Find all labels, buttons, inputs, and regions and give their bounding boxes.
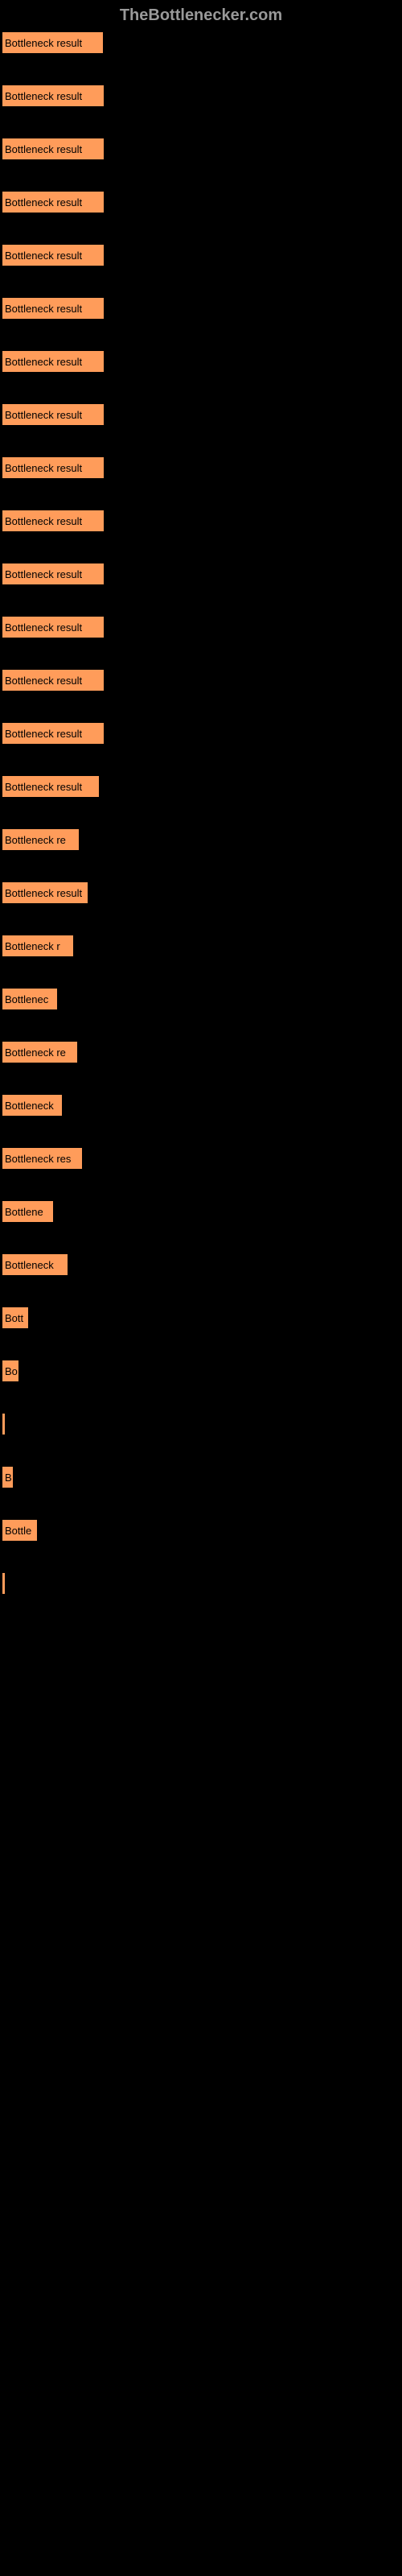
chart-bar: Bott — [2, 1307, 29, 1329]
bar-row: Bo — [2, 1360, 400, 1382]
bar-label: Bottleneck result — [5, 250, 82, 262]
chart-bar: Bottleneck result — [2, 85, 105, 107]
bar-label: Bottleneck result — [5, 728, 82, 740]
bar-label: Bottle — [5, 1525, 31, 1537]
bar-row — [2, 1413, 400, 1435]
chart-bar: Bottleneck result — [2, 244, 105, 266]
bar-label: Bottlenec — [5, 993, 48, 1005]
chart-bar: B — [2, 1466, 14, 1488]
chart-bar: Bottleneck — [2, 1253, 68, 1276]
bar-row: Bottleneck result — [2, 138, 400, 160]
bar-row: Bottleneck result — [2, 722, 400, 745]
bar-label: B — [5, 1472, 12, 1484]
chart-bar: Bottleneck re — [2, 1041, 78, 1063]
bar-label: Bottleneck result — [5, 621, 82, 634]
bar-label: Bott — [5, 1312, 23, 1324]
bar-label: Bottleneck result — [5, 781, 82, 793]
bar-row: Bottlenec — [2, 988, 400, 1010]
chart-bar: Bottleneck result — [2, 775, 100, 798]
bar-row: Bottleneck — [2, 1253, 400, 1276]
bar-row: Bottle — [2, 1519, 400, 1542]
bar-label: Bottleneck result — [5, 303, 82, 315]
bar-row: Bottleneck result — [2, 350, 400, 373]
bar-label: Bo — [5, 1365, 18, 1377]
chart-bar: Bottleneck result — [2, 510, 105, 532]
bar-label: Bottleneck result — [5, 887, 82, 899]
bar-row: Bottleneck — [2, 1094, 400, 1117]
chart-bar: Bottleneck res — [2, 1147, 83, 1170]
chart-bar: Bottlene — [2, 1200, 54, 1223]
bar-label: Bottleneck result — [5, 356, 82, 368]
bar-row — [2, 1572, 400, 1595]
bar-row: Bottlene — [2, 1200, 400, 1223]
bar-label: Bottleneck result — [5, 143, 82, 155]
chart-bar: Bottleneck result — [2, 191, 105, 213]
chart-bar: Bo — [2, 1360, 19, 1382]
bar-row: Bottleneck result — [2, 297, 400, 320]
bar-label: Bottleneck result — [5, 462, 82, 474]
chart-bar: Bottleneck result — [2, 563, 105, 585]
bar-label: Bottleneck result — [5, 568, 82, 580]
bar-row: Bottleneck result — [2, 616, 400, 638]
bar-label: Bottleneck re — [5, 1046, 66, 1059]
bar-label: Bottleneck — [5, 1259, 54, 1271]
bar-row: Bottleneck result — [2, 244, 400, 266]
bar-row: Bott — [2, 1307, 400, 1329]
chart-bar — [2, 1413, 6, 1435]
bar-label: Bottleneck — [5, 1100, 54, 1112]
chart-bar: Bottleneck result — [2, 31, 104, 54]
chart-bar — [2, 1572, 6, 1595]
bar-row: Bottleneck result — [2, 669, 400, 691]
chart-bar: Bottleneck result — [2, 722, 105, 745]
bar-label: Bottleneck re — [5, 834, 66, 846]
chart-bar: Bottlenec — [2, 988, 58, 1010]
bar-row: Bottleneck result — [2, 881, 400, 904]
bar-label: Bottleneck r — [5, 940, 60, 952]
bar-label: Bottleneck result — [5, 409, 82, 421]
bar-row: Bottleneck result — [2, 403, 400, 426]
bar-row: B — [2, 1466, 400, 1488]
chart-bar: Bottleneck result — [2, 350, 105, 373]
chart-bar: Bottleneck result — [2, 403, 105, 426]
chart-bar: Bottleneck result — [2, 616, 105, 638]
bar-label: Bottleneck result — [5, 90, 82, 102]
chart-bar: Bottleneck — [2, 1094, 63, 1117]
chart-bar: Bottleneck result — [2, 138, 105, 160]
bar-row: Bottleneck result — [2, 456, 400, 479]
chart-bar: Bottleneck result — [2, 456, 105, 479]
chart-bar: Bottleneck r — [2, 935, 74, 957]
bar-row: Bottleneck re — [2, 828, 400, 851]
site-name: TheBottlenecker.com — [120, 6, 282, 24]
chart-bar: Bottle — [2, 1519, 38, 1542]
bar-row: Bottleneck result — [2, 510, 400, 532]
chart-bar: Bottleneck result — [2, 881, 88, 904]
bar-row: Bottleneck result — [2, 775, 400, 798]
bar-label: Bottleneck result — [5, 37, 82, 49]
chart-bar: Bottleneck re — [2, 828, 80, 851]
bar-row: Bottleneck res — [2, 1147, 400, 1170]
bar-label: Bottleneck result — [5, 196, 82, 208]
bar-row: Bottleneck re — [2, 1041, 400, 1063]
bar-label: Bottlene — [5, 1206, 43, 1218]
bar-row: Bottleneck result — [2, 85, 400, 107]
bar-label: Bottleneck res — [5, 1153, 71, 1165]
bar-label: Bottleneck result — [5, 515, 82, 527]
bar-label: Bottleneck result — [5, 675, 82, 687]
chart-bar: Bottleneck result — [2, 669, 105, 691]
bar-row: Bottleneck result — [2, 563, 400, 585]
bar-row: Bottleneck result — [2, 191, 400, 213]
bar-chart: Bottleneck result Bottleneck result Bottle… — [0, 31, 402, 1595]
bar-row: Bottleneck r — [2, 935, 400, 957]
bar-row: Bottleneck result — [2, 31, 400, 54]
site-header: TheBottlenecker.com — [0, 0, 402, 31]
chart-bar: Bottleneck result — [2, 297, 105, 320]
